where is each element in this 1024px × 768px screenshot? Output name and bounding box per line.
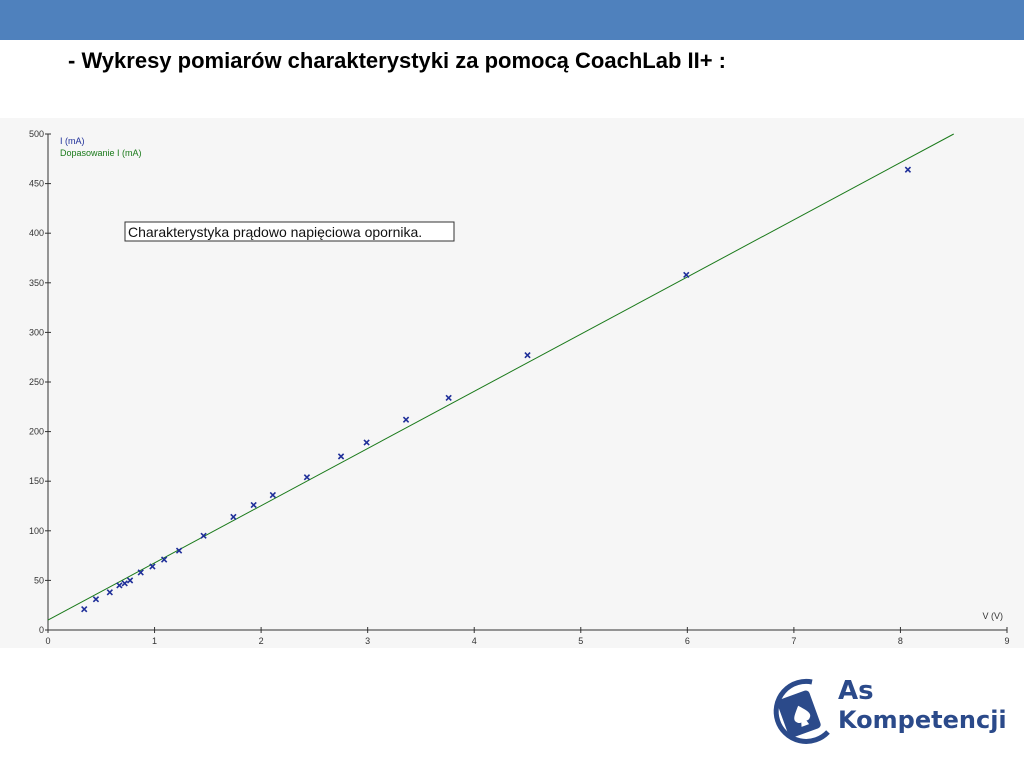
data-point-marker — [250, 501, 257, 509]
x-tick-label: 5 — [578, 636, 583, 646]
chart-title: Charakterystyka prądowo napięciowa oporn… — [128, 224, 422, 240]
x-tick-label: 9 — [1004, 636, 1009, 646]
x-tick-label: 4 — [472, 636, 477, 646]
legend-entry-fit: Dopasowanie I (mA) — [60, 148, 142, 158]
header-accent-bar — [0, 0, 1024, 40]
y-tick-label: 150 — [29, 476, 44, 486]
data-point-marker — [92, 596, 100, 603]
fit-line — [47, 133, 954, 621]
y-tick-label: 350 — [29, 278, 44, 288]
slide-title: - Wykresy pomiarów charakterystyki za po… — [68, 48, 727, 73]
data-point-marker — [81, 606, 88, 613]
y-tick-label: 500 — [29, 129, 44, 139]
data-point-marker — [230, 513, 237, 521]
x-tick-label: 8 — [898, 636, 903, 646]
data-point-marker — [106, 589, 113, 596]
y-tick-label: 0 — [39, 625, 44, 635]
y-tick-label: 450 — [29, 179, 44, 189]
chart-background — [0, 118, 1024, 648]
data-point-marker — [200, 532, 207, 539]
data-point-marker — [445, 394, 452, 402]
y-tick-label: 200 — [29, 427, 44, 437]
data-point-marker — [337, 453, 345, 460]
y-tick-label: 300 — [29, 327, 44, 337]
x-tick-label: 7 — [791, 636, 796, 646]
data-point-marker — [363, 439, 370, 446]
data-point-marker — [126, 577, 134, 584]
y-tick-label: 400 — [29, 228, 44, 238]
x-tick-label: 3 — [365, 636, 370, 646]
data-point-marker — [137, 569, 144, 576]
data-point-marker — [269, 491, 276, 499]
x-tick-label: 1 — [152, 636, 157, 646]
data-point-marker — [524, 352, 531, 359]
data-point-marker — [116, 582, 123, 589]
y-tick-label: 50 — [34, 575, 44, 585]
x-tick-label: 6 — [685, 636, 690, 646]
y-tick-label: 250 — [29, 377, 44, 387]
data-point-marker — [149, 563, 156, 570]
data-point-marker — [303, 474, 311, 481]
data-point-marker — [160, 556, 168, 563]
data-point-marker — [121, 580, 128, 587]
logo-text-kompetencji: Kompetencji — [838, 706, 1007, 734]
y-tick-label: 100 — [29, 526, 44, 536]
x-axis-label: V (V) — [982, 611, 1003, 621]
data-point-marker — [904, 166, 912, 173]
legend-entry-measured: I (mA) — [60, 136, 85, 146]
data-point-marker — [402, 416, 410, 423]
data-point-marker — [683, 271, 690, 279]
chart: 0 1 2 3 4 5 6 7 8 9 0 50 100 150 200 250 300 350 400 450 500… — [29, 129, 1010, 646]
x-tick-label: 0 — [45, 636, 50, 646]
chart-title-box — [124, 221, 455, 242]
logo-text-as: As — [838, 676, 874, 706]
spade-card-circle-icon — [773, 678, 830, 744]
x-tick-label: 2 — [259, 636, 264, 646]
data-point-marker — [175, 547, 183, 554]
